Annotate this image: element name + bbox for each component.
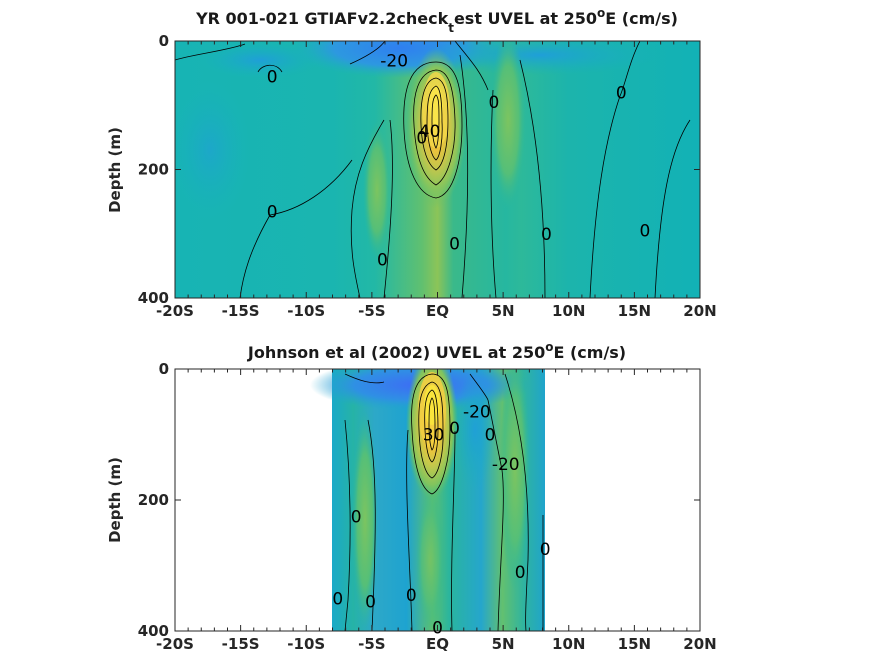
bottom-x-tick-label: -15S	[222, 635, 260, 653]
bottom-y-tick-label: 400	[138, 622, 169, 640]
top-contour-label: 0	[639, 222, 650, 242]
top-x-tick-label: 5N	[492, 302, 515, 320]
bottom-contour-label: 0	[540, 540, 551, 560]
bottom-y-tick-label: 0	[159, 360, 169, 378]
top-x-tick-label: 10N	[552, 302, 585, 320]
top-contour-label: -20	[380, 51, 408, 71]
top-y-tick-label: 0	[159, 32, 169, 50]
bottom-ticks: -20S -15S -10S -5S EQ 5N 10N 15N 20N 0 200 400	[138, 360, 717, 653]
bottom-x-tick-label: 10N	[552, 635, 585, 653]
top-x-tick-label: 15N	[618, 302, 651, 320]
bottom-contour-label: 0	[365, 593, 376, 613]
top-contour-label: 0	[416, 128, 427, 148]
top-contour-label: 0	[541, 225, 552, 245]
bottom-y-tick-label: 200	[138, 491, 169, 509]
bottom-x-tick-label: -10S	[287, 635, 325, 653]
bottom-contour-label: -20	[463, 403, 491, 423]
bottom-contour-label: -20	[492, 455, 520, 475]
top-x-tick-label: -20S	[156, 302, 194, 320]
bottom-x-tick-label: 5N	[492, 635, 515, 653]
top-contour-label: 40	[419, 122, 441, 142]
top-contour-label: 0	[616, 83, 627, 103]
top-y-tick-label: 200	[138, 161, 169, 179]
top-contour-label: 0	[267, 67, 278, 87]
top-contour-lines	[175, 41, 691, 298]
bottom-contour-label: 30	[423, 426, 445, 446]
top-y-tick-label: 400	[138, 289, 169, 307]
top-x-tick-label: EQ	[426, 302, 449, 320]
bottom-y-axis-label: Depth (m)	[106, 457, 124, 543]
top-x-tick-label: 20N	[683, 302, 716, 320]
bottom-contour-label: 0	[449, 419, 460, 439]
top-x-tick-label: -15S	[222, 302, 260, 320]
top-contour-label: 0	[267, 202, 278, 222]
top-x-tick-label: -5S	[358, 302, 385, 320]
bottom-x-tick-label: 20N	[683, 635, 716, 653]
bottom-x-tick-label: -5S	[358, 635, 385, 653]
bottom-x-tick-label: 15N	[618, 635, 651, 653]
bottom-contour-label: 0	[351, 507, 362, 527]
bottom-contour-label: 0	[332, 589, 343, 609]
bottom-contour-label: 0	[485, 426, 496, 446]
top-contour-label: 0	[489, 93, 500, 113]
bottom-heatmap	[175, 369, 700, 631]
bottom-contour-lines	[344, 373, 544, 631]
bottom-title: Johnson et al (2002) UVEL at 250oE (cm/s…	[247, 340, 626, 362]
top-contour-label: 0	[377, 250, 388, 270]
top-y-axis-label: Depth (m)	[106, 127, 124, 213]
top-heatmap	[175, 41, 700, 298]
bottom-contour-label: 0	[515, 563, 526, 583]
top-x-tick-label: -10S	[287, 302, 325, 320]
top-contour-label: 0	[449, 234, 460, 254]
top-title: YR 001-021 GTIAFv2.2checktest UVEL at 25…	[195, 6, 678, 35]
bottom-contour-label: 0	[406, 586, 417, 606]
bottom-x-tick-label: EQ	[426, 635, 449, 653]
bottom-x-tick-label: -20S	[156, 635, 194, 653]
